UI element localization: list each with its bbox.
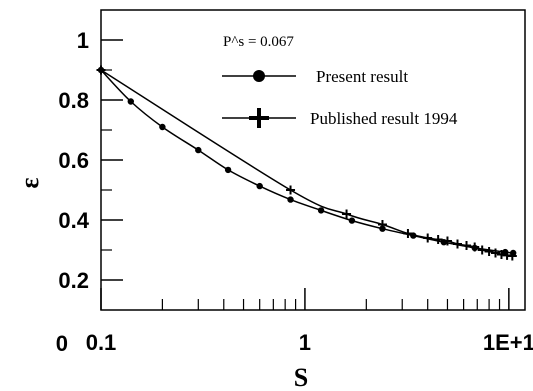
data-point-circle [317,207,325,214]
data-point-plus [507,251,517,261]
data-point-plus [470,242,480,252]
data-point-plus [403,229,413,238]
y-axis-title: ε [15,177,44,188]
legend-label: Present result [316,67,408,86]
data-point-plus [484,247,494,256]
data-point-plus [490,248,500,258]
y-tick-label: 0.4 [58,208,89,233]
x-tick-label: 1 [299,330,311,355]
series-present-result [97,66,517,257]
legend-label: Published result 1994 [310,109,458,128]
data-point-plus [342,209,352,219]
data-point-plus [462,241,472,250]
data-point-circle [287,196,294,203]
corner-zero-label: 0 [56,331,68,356]
data-point-plus [442,236,452,246]
data-point-plus [477,245,487,255]
y-tick-label: 1 [77,28,89,53]
x-tick-label: 0.1 [86,330,117,355]
data-point-plus [433,235,443,244]
series-published-result-1994 [96,65,517,261]
series-layer [96,65,517,261]
series-line [100,69,513,257]
data-point-plus [377,220,387,229]
data-point-plus [423,233,433,243]
axes: 0.2 0.4 0.6 0.8 1 0.1 1 1E+1 [58,9,533,355]
x-tick-label: 1E+1 [483,330,533,355]
legend-marker-plus [249,108,269,128]
legend-entry: Present result [222,67,408,86]
legend: Present result Published result 1994 [222,67,458,128]
data-point-circle [127,98,134,105]
plot-frame [100,9,526,311]
data-point-plus [286,185,296,195]
legend-entry: Published result 1994 [222,108,458,128]
data-point-circle [159,123,166,131]
data-point-circle [348,217,356,224]
data-point-circle [195,146,202,154]
legend-marker-circle [253,70,265,82]
data-point-plus [96,65,106,75]
annotation-p-s: P^s = 0.067 [223,34,294,50]
data-point-circle [224,166,232,174]
series-line [100,69,514,254]
data-point-circle [256,182,263,190]
y-tick-label: 0.2 [58,268,89,293]
data-point-plus [453,239,463,249]
x-axis-title: S [294,363,308,391]
y-tick-label: 0.8 [58,88,89,113]
y-tick-label: 0.6 [58,148,89,173]
